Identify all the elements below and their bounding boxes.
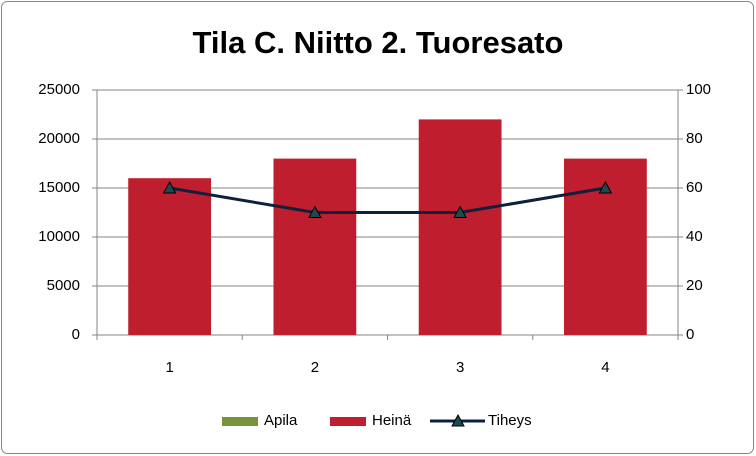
- y2-tick-label: 40: [686, 228, 703, 245]
- y-tick-label: 0: [72, 326, 80, 343]
- line-marker: [308, 205, 322, 218]
- y2-tick-label: 0: [686, 326, 694, 343]
- line: [169, 186, 606, 214]
- x-tick-label: 4: [601, 359, 609, 376]
- y-tick-label: 25000: [38, 81, 80, 98]
- y2-tick-label: 60: [686, 179, 703, 196]
- bar: [418, 119, 502, 336]
- y2-tick-label: 100: [686, 81, 711, 98]
- bar: [128, 178, 212, 335]
- y-tick-label: 20000: [38, 130, 80, 147]
- legend-label: Heinä: [372, 412, 412, 429]
- x-tick-label: 2: [311, 359, 319, 376]
- legend-swatch: [222, 417, 258, 426]
- x-tick-label: 3: [456, 359, 464, 376]
- legend-swatch: [330, 417, 366, 426]
- line-marker: [598, 180, 613, 194]
- y-tick-label: 10000: [38, 228, 80, 245]
- chart-title: Tila C. Niitto 2. Tuoresato: [193, 25, 564, 60]
- legend-label: Tiheys: [488, 412, 532, 429]
- y-tick-label: 5000: [47, 277, 80, 294]
- y2-tick-label: 20: [686, 277, 703, 294]
- bar: [273, 158, 357, 335]
- y2-tick-label: 80: [686, 130, 703, 147]
- legend-label: Apila: [264, 412, 298, 429]
- x-tick-label: 1: [165, 359, 173, 376]
- legend-marker: [451, 413, 465, 427]
- y-tick-label: 15000: [38, 179, 80, 196]
- line-marker: [162, 180, 177, 194]
- line-marker: [453, 205, 467, 218]
